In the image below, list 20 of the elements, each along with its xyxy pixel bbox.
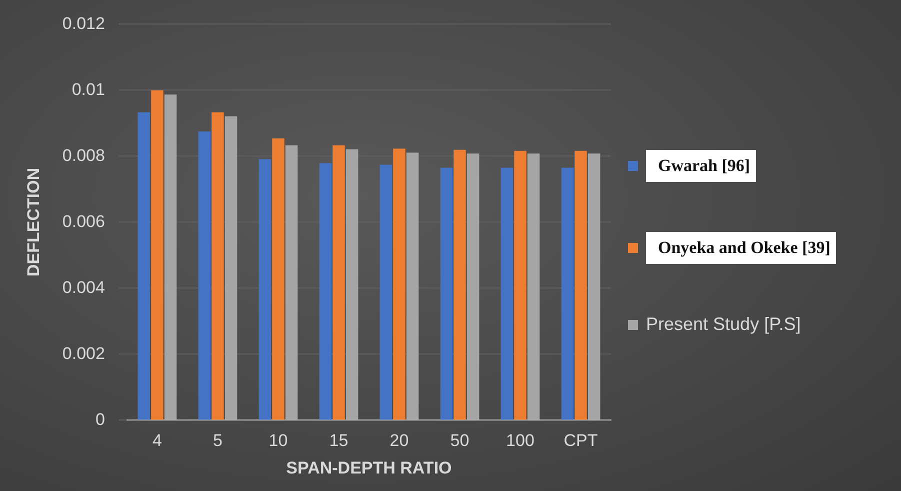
x-tick-label: 20 [390,431,409,450]
legend-label: Onyeka and Okeke [39] [646,232,836,264]
y-tick-label: 0 [95,410,105,429]
x-tick-label: 15 [329,431,348,450]
y-tick-label: 0.002 [62,344,105,363]
x-tick-label: 10 [268,431,288,450]
y-tick-label: 0.006 [62,212,105,231]
x-axis-title: SPAN-DEPTH RATIO [286,458,452,478]
y-tick-label: 0.008 [62,146,105,165]
x-tick-label: 100 [506,431,534,450]
y-tick-label: 0.01 [72,80,105,99]
x-tick-label: CPT [564,431,598,450]
x-tick-label: 50 [450,431,470,450]
x-tick-label: 5 [212,431,222,450]
legend-label: Gwarah [96] [646,150,756,182]
y-tick-label: 0.004 [62,278,105,297]
x-tick-label: 4 [152,431,162,450]
y-tick-label: 0.012 [62,14,105,33]
legend-label: Present Study [P.S] [646,314,801,335]
y-axis-title: DEFLECTION [24,168,43,277]
